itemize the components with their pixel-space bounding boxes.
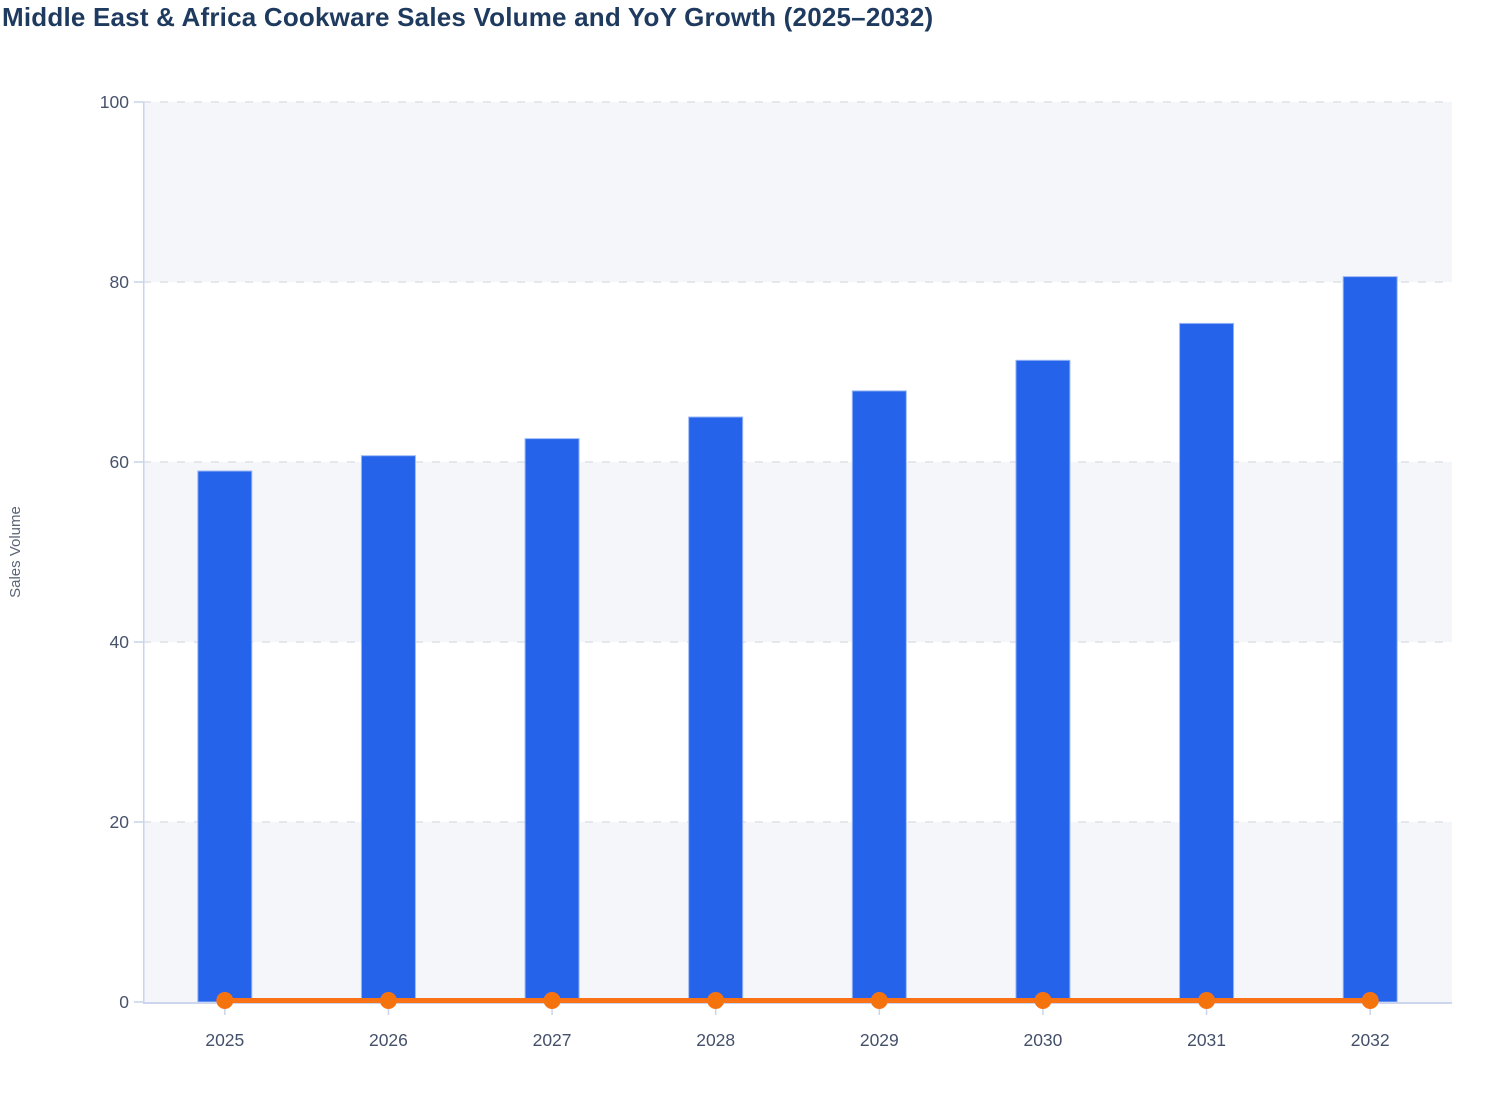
x-tick-label-2031: 2031 (1187, 1030, 1226, 1050)
bar-2030[interactable] (1015, 359, 1071, 1003)
bar-2029[interactable] (851, 390, 907, 1003)
y-tick-label-0: 0 (119, 992, 129, 1012)
bar-2032[interactable] (1342, 276, 1398, 1003)
bar-2025[interactable] (197, 470, 253, 1003)
bar-2027[interactable] (524, 438, 580, 1003)
yoy-point-2029[interactable] (870, 992, 888, 1009)
y-tick-label-100: 100 (100, 92, 129, 112)
yoy-point-2026[interactable] (379, 992, 397, 1009)
x-tick-label-2025: 2025 (205, 1030, 244, 1050)
y-tick-label-40: 40 (110, 632, 130, 652)
bar-2028[interactable] (688, 416, 744, 1003)
x-tick-label-2028: 2028 (696, 1030, 735, 1050)
x-tick-label-2026: 2026 (369, 1030, 408, 1050)
y-tick-label-20: 20 (110, 812, 130, 832)
yoy-point-2032[interactable] (1361, 992, 1379, 1009)
yoy-point-2030[interactable] (1034, 992, 1052, 1009)
bar-2026[interactable] (360, 455, 416, 1003)
chart-title: Middle East & Africa Cookware Sales Volu… (2, 2, 934, 32)
x-tick-label-2030: 2030 (1023, 1030, 1062, 1050)
yoy-point-2031[interactable] (1198, 992, 1216, 1009)
plot-band-0-20 (143, 822, 1452, 1002)
yoy-point-2025[interactable] (216, 992, 234, 1009)
plot-band-40-60 (143, 462, 1452, 642)
bar-2031[interactable] (1179, 322, 1235, 1003)
plot-band-80-100 (143, 102, 1452, 282)
yoy-point-2028[interactable] (707, 992, 725, 1009)
y-tick-label-60: 60 (110, 452, 130, 472)
y-tick-label-80: 80 (110, 272, 130, 292)
x-tick-label-2027: 2027 (533, 1030, 572, 1050)
x-tick-label-2029: 2029 (860, 1030, 899, 1050)
yoy-point-2027[interactable] (543, 992, 561, 1009)
x-tick-label-2032: 2032 (1351, 1030, 1390, 1050)
